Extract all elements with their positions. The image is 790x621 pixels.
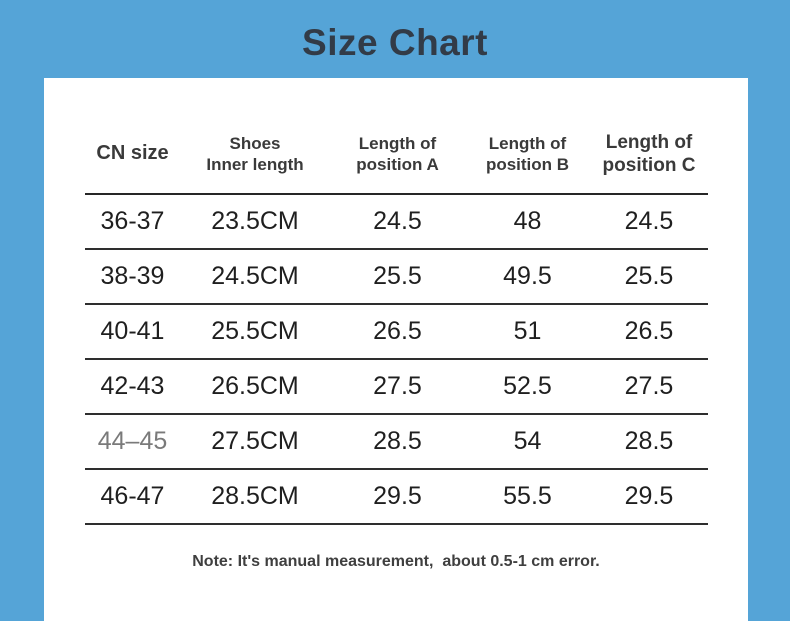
header-line: Shoes	[229, 133, 281, 153]
header-line: Length of	[488, 133, 567, 153]
column-header-inner-length: Shoes Inner length	[180, 133, 330, 175]
position-a-cell: 27.5	[373, 372, 422, 400]
position-b-cell: 51	[513, 317, 542, 345]
position-c-cell: 25.5	[624, 262, 674, 290]
header-line: position B	[485, 154, 570, 174]
page-title: Size Chart	[302, 22, 488, 63]
position-a-cell: 26.5	[373, 317, 422, 345]
position-c-cell: 24.5	[624, 207, 674, 235]
inner-length-cell: 25.5CM	[211, 317, 299, 345]
position-b-cell: 55.5	[503, 482, 552, 510]
measurement-note: Note: It's manual measurement, about 0.5…	[192, 553, 600, 570]
table-row: 38-39 24.5CM 25.5 49.5 25.5	[85, 250, 708, 305]
position-b-cell: 49.5	[503, 262, 552, 290]
header-line: Length of	[605, 131, 693, 153]
position-a-cell: 28.5	[373, 427, 422, 455]
inner-length-cell: 23.5CM	[211, 207, 299, 235]
position-c-cell: 28.5	[624, 427, 674, 455]
column-header-position-c: Length of position C	[590, 131, 708, 177]
header-line: position C	[602, 154, 696, 176]
size-table: CN size Shoes Inner length Length of pos…	[85, 114, 708, 525]
inner-length-cell: 28.5CM	[211, 482, 299, 510]
position-a-cell: 24.5	[373, 207, 422, 235]
table-row: 42-43 26.5CM 27.5 52.5 27.5	[85, 360, 708, 415]
table-row: 44–45 27.5CM 28.5 54 28.5	[85, 415, 708, 470]
position-c-cell: 29.5	[624, 482, 674, 510]
size-cell: 40-41	[100, 317, 165, 345]
size-cell: 38-39	[100, 262, 165, 290]
header-line: position A	[356, 154, 439, 174]
size-cell: 42-43	[100, 372, 165, 400]
size-chart-card: CN size Shoes Inner length Length of pos…	[44, 78, 748, 621]
inner-length-cell: 24.5CM	[211, 262, 299, 290]
column-header-position-a: Length of position A	[330, 133, 465, 175]
inner-length-cell: 27.5CM	[211, 427, 299, 455]
position-b-cell: 54	[513, 427, 542, 455]
inner-length-cell: 26.5CM	[211, 372, 299, 400]
position-b-cell: 48	[513, 207, 542, 235]
size-cell: 46-47	[100, 482, 165, 510]
position-a-cell: 29.5	[373, 482, 422, 510]
table-row: 40-41 25.5CM 26.5 51 26.5	[85, 305, 708, 360]
size-cell: 44–45	[97, 427, 168, 455]
header-line: Inner length	[206, 154, 304, 174]
table-header-row: CN size Shoes Inner length Length of pos…	[85, 114, 708, 195]
size-cell: 36-37	[100, 207, 165, 235]
position-a-cell: 25.5	[373, 262, 422, 290]
column-header-cn-size: CN size	[85, 143, 180, 164]
table-row: 36-37 23.5CM 24.5 48 24.5	[85, 195, 708, 250]
position-c-cell: 26.5	[624, 317, 674, 345]
position-b-cell: 52.5	[503, 372, 552, 400]
header-line: CN size	[96, 142, 169, 164]
header-line: Length of	[358, 133, 437, 153]
position-c-cell: 27.5	[624, 372, 674, 400]
table-row: 46-47 28.5CM 29.5 55.5 29.5	[85, 470, 708, 525]
column-header-position-b: Length of position B	[465, 133, 590, 175]
